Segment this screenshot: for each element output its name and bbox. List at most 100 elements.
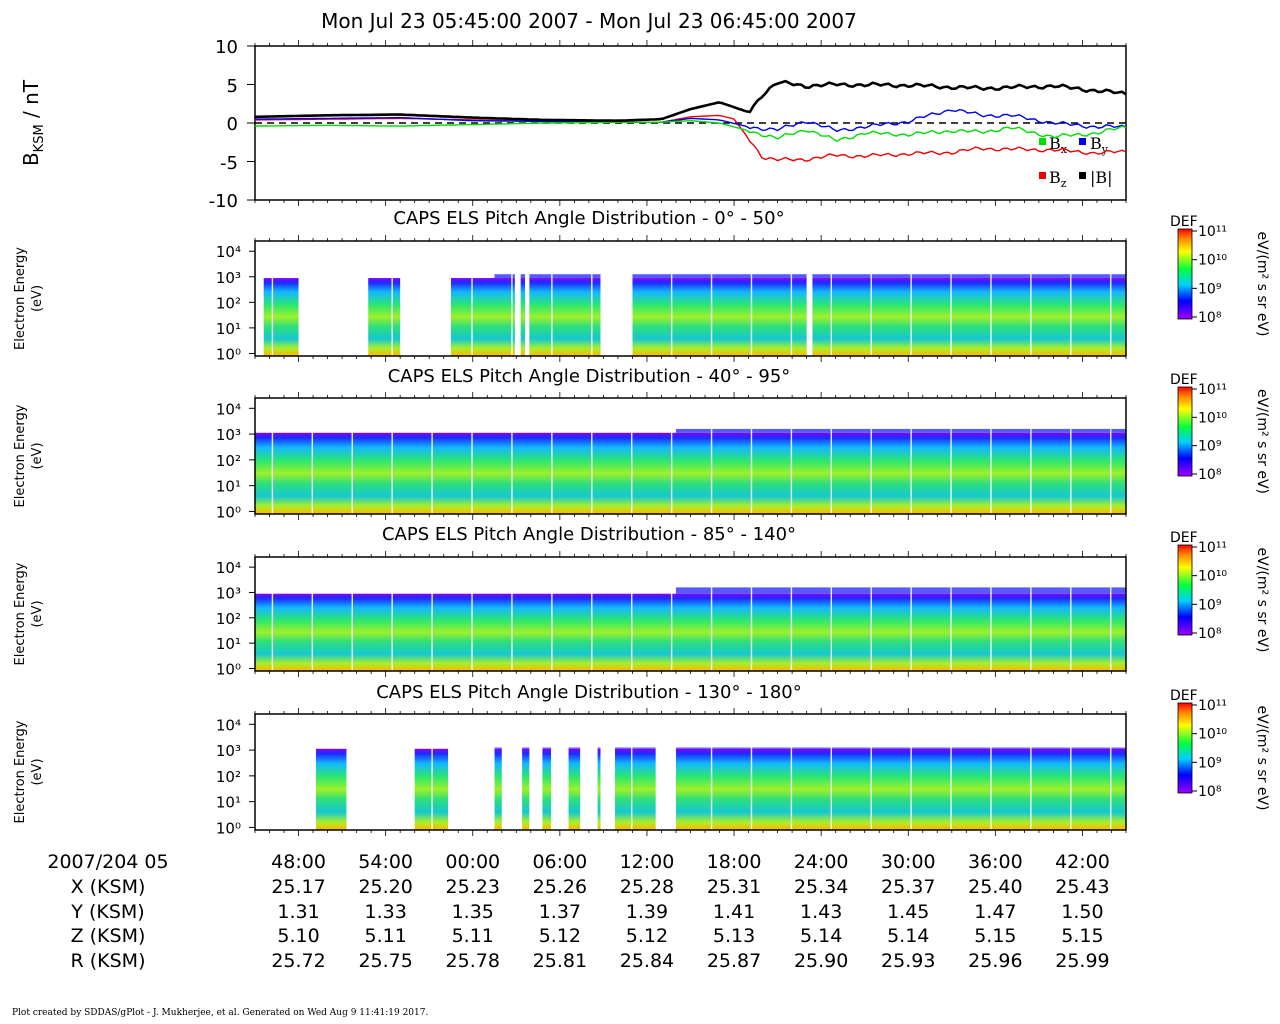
- series-line-bz: [255, 114, 1127, 162]
- time-axis-date-label: 2007/204 05: [47, 851, 168, 873]
- spectrogram-ytick-label: 10²: [216, 452, 241, 470]
- data-gap: [551, 714, 569, 830]
- ephemeris-value: 25.90: [794, 950, 848, 972]
- legend-swatch-bmag: [1079, 172, 1086, 179]
- spectrogram-ytick-label: 10³: [216, 426, 241, 444]
- spectrogram-ylabel: Electron Energy (eV): [13, 562, 45, 665]
- data-gap: [400, 241, 451, 356]
- time-tick-label: 30:00: [881, 851, 936, 873]
- ephemeris-value: 25.75: [358, 950, 412, 972]
- colorbar: [1177, 544, 1193, 636]
- data-gap: [600, 714, 616, 830]
- spectrogram-ytick-label: 10⁴: [216, 400, 241, 418]
- ephemeris-row-label: X (KSM): [71, 876, 146, 898]
- ephemeris-value: 25.96: [968, 950, 1022, 972]
- time-tick-label: 42:00: [1055, 851, 1110, 873]
- spectrogram-panel-1: CAPS ELS Pitch Angle Distribution - 0° -…: [13, 208, 1270, 363]
- colorbar-tick-label: 10⁹: [1198, 439, 1222, 455]
- colorbar-tick-label: 10⁸: [1198, 626, 1222, 642]
- spectrogram-ytick-label: 10¹: [216, 794, 241, 812]
- spectrogram-ytick-label: 10⁰: [216, 660, 241, 678]
- legend-label-bmag: |B|: [1090, 168, 1113, 187]
- data-gap: [255, 714, 316, 830]
- time-tick-label: 00:00: [445, 851, 500, 873]
- ephemeris-value: 5.15: [974, 925, 1016, 947]
- ephemeris-value: 5.14: [887, 925, 929, 947]
- ephemeris-value: 25.34: [794, 876, 848, 898]
- ephemeris-value: 25.31: [707, 876, 761, 898]
- spectrogram-ytick-label: 10⁴: [216, 559, 241, 577]
- time-tick-label: 48:00: [271, 851, 326, 873]
- colorbar: [1177, 702, 1193, 794]
- spectrogram-panel-3: CAPS ELS Pitch Angle Distribution - 85° …: [13, 524, 1270, 678]
- colorbar-label: DEF: [1170, 530, 1198, 546]
- footer-credit: Plot created by SDDAS/gPlot - J. Mukherj…: [12, 1008, 428, 1018]
- colorbar-tick-label: 10¹¹: [1198, 540, 1227, 556]
- legend-label-bx: Bx: [1049, 134, 1068, 156]
- colorbar-unit: eV/(m² s sr eV): [1254, 706, 1270, 811]
- ephemeris-value: 1.33: [364, 901, 406, 923]
- ephemeris-value: 25.23: [446, 876, 500, 898]
- mag-ylabel: BKSM / nT: [19, 79, 47, 166]
- spectrogram-ytick-label: 10¹: [216, 478, 241, 496]
- time-tick-label: 18:00: [707, 851, 762, 873]
- ephemeris-value: 25.43: [1055, 876, 1109, 898]
- spectrogram-ylabel: Electron Energy (eV): [13, 404, 45, 507]
- spectrogram-title: CAPS ELS Pitch Angle Distribution - 130°…: [376, 682, 802, 703]
- spectrogram-ytick-label: 10²: [216, 768, 241, 786]
- ephemeris-value: 1.39: [626, 901, 668, 923]
- spectrogram-data-region: [255, 432, 1126, 514]
- colorbar-tick-label: 10¹¹: [1198, 224, 1227, 240]
- ephemeris-value: 5.14: [800, 925, 842, 947]
- spectrogram-ytick-label: 10³: [216, 269, 241, 287]
- data-gap: [580, 714, 598, 830]
- ephemeris-value: 5.12: [626, 925, 668, 947]
- ephemeris-value: 5.10: [277, 925, 319, 947]
- data-gap: [529, 714, 543, 830]
- colorbar-label: DEF: [1170, 214, 1198, 230]
- legend-label-bz: Bz: [1049, 168, 1067, 190]
- series-line-by: [255, 108, 1127, 133]
- colorbar-tick-label: 10¹⁰: [1198, 410, 1227, 426]
- ephemeris-value: 1.35: [452, 901, 494, 923]
- ephemeris-value: 5.12: [539, 925, 581, 947]
- ephemeris-value: 5.11: [364, 925, 406, 947]
- spectrogram-ytick-label: 10¹: [216, 635, 241, 653]
- ephemeris-value: 25.78: [446, 950, 500, 972]
- time-tick-label: 54:00: [358, 851, 413, 873]
- time-range-title: Mon Jul 23 05:45:00 2007 - Mon Jul 23 06…: [321, 9, 857, 33]
- colorbar-tick-label: 10⁸: [1198, 310, 1222, 326]
- spectrogram-ytick-label: 10⁰: [216, 503, 241, 521]
- spectrogram-panels: CAPS ELS Pitch Angle Distribution - 0° -…: [13, 208, 1270, 837]
- ephemeris-value: 1.31: [277, 901, 319, 923]
- ephemeris-row-label: Z (KSM): [71, 925, 146, 947]
- colorbar-tick-label: 10¹⁰: [1198, 569, 1227, 585]
- data-gap: [806, 241, 813, 356]
- spectrogram-panel-2: CAPS ELS Pitch Angle Distribution - 40° …: [13, 366, 1270, 521]
- data-gap: [346, 714, 415, 830]
- ephemeris-value: 25.72: [271, 950, 325, 972]
- ephemeris-value: 25.93: [881, 950, 935, 972]
- time-axis-table: 2007/204 05 48:00 54:00 00:00 06:00 12:00 18:0…: [47, 851, 1109, 972]
- mag-ytick: 0: [227, 114, 238, 135]
- spectrogram-ylabel: Electron Energy (eV): [13, 720, 45, 823]
- spectrogram-ytick-label: 10⁴: [216, 716, 241, 734]
- colorbar-label: DEF: [1170, 688, 1198, 704]
- mag-ytick: 5: [227, 76, 238, 97]
- colorbar-tick-label: 10⁸: [1198, 467, 1222, 483]
- spectrogram-panel-4: CAPS ELS Pitch Angle Distribution - 130°…: [13, 682, 1270, 837]
- data-gap: [514, 241, 521, 356]
- spectrogram-title: CAPS ELS Pitch Angle Distribution - 0° -…: [393, 208, 784, 229]
- ephemeris-value: 1.43: [800, 901, 842, 923]
- spectrogram-ytick-label: 10⁰: [216, 819, 241, 837]
- ephemeris-value: 25.26: [533, 876, 587, 898]
- mag-ytick: -10: [209, 191, 238, 212]
- spectrogram-high-energy-band: [494, 747, 1126, 749]
- mag-ytick: -5: [220, 153, 238, 174]
- ephemeris-value: 1.45: [887, 901, 929, 923]
- ephemeris-value: 25.40: [968, 876, 1022, 898]
- time-tick-label: 24:00: [794, 851, 849, 873]
- ephemeris-value: 25.81: [533, 950, 587, 972]
- time-tick-label: 36:00: [968, 851, 1023, 873]
